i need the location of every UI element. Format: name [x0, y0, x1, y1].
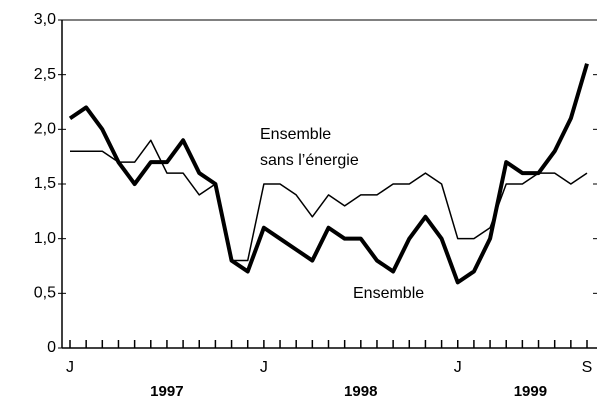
x-tick-label: S: [582, 359, 593, 376]
y-tick-label: 0: [47, 339, 56, 356]
series-label: sans l’énergie: [260, 152, 359, 169]
series-line: [68, 63, 589, 285]
y-tick-label: 2,5: [34, 66, 56, 83]
x-tick-label: J: [454, 359, 462, 376]
year-label: 1999: [514, 383, 547, 400]
series-line: [70, 139, 588, 262]
y-tick-label: 1,0: [34, 230, 56, 247]
y-tick-label: 1,5: [34, 175, 56, 192]
series-label: Ensemble: [353, 285, 424, 302]
year-label: 1998: [344, 383, 377, 400]
series-label: Ensemble: [260, 126, 331, 143]
x-tick-label: J: [260, 359, 268, 376]
x-tick-label: J: [66, 359, 74, 376]
y-tick-label: 2,0: [34, 121, 56, 138]
year-label: 1997: [150, 383, 183, 400]
y-tick-label: 0,5: [34, 285, 56, 302]
y-tick-label: 3,0: [34, 11, 56, 28]
